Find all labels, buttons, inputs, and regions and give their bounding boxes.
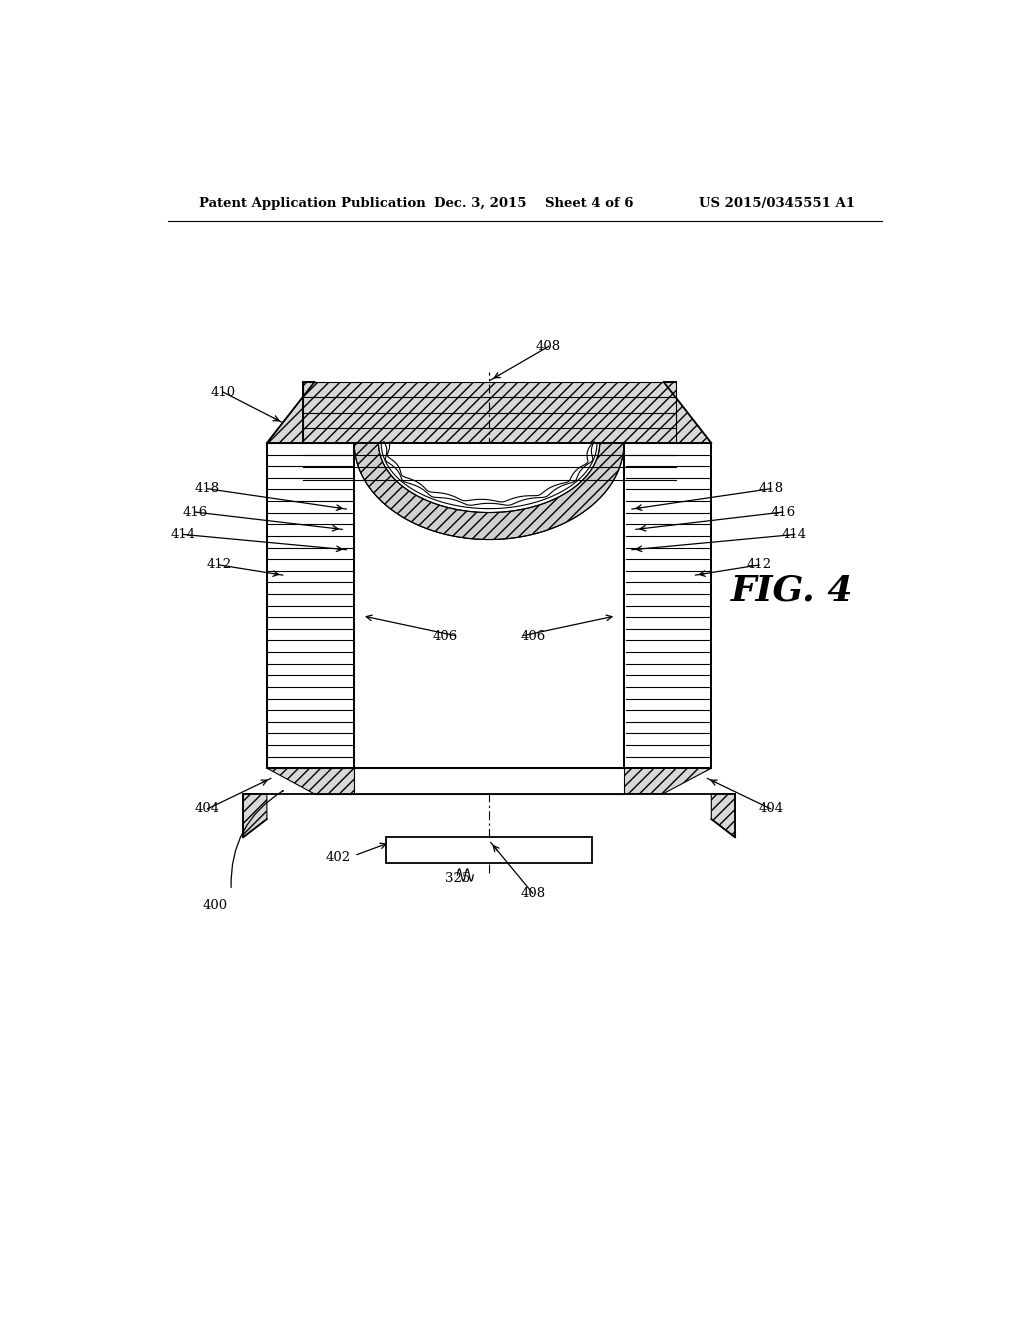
Bar	[267, 444, 354, 768]
Text: 325: 325	[444, 871, 470, 884]
Text: 412: 412	[207, 558, 231, 572]
Text: 404: 404	[758, 803, 783, 816]
Polygon shape	[243, 793, 267, 837]
Polygon shape	[267, 768, 354, 793]
Polygon shape	[267, 381, 314, 444]
Text: 418: 418	[758, 482, 783, 495]
Text: US 2015/0345551 A1: US 2015/0345551 A1	[699, 197, 855, 210]
Text: 404: 404	[195, 803, 220, 816]
Text: Sheet 4 of 6: Sheet 4 of 6	[545, 197, 633, 210]
Text: 416: 416	[183, 506, 208, 519]
Text: 412: 412	[746, 558, 771, 572]
Bar	[624, 444, 712, 768]
Polygon shape	[354, 444, 624, 540]
Text: 406: 406	[520, 630, 546, 643]
Polygon shape	[712, 793, 735, 837]
Polygon shape	[664, 381, 712, 444]
Text: 408: 408	[520, 887, 546, 900]
Text: 406: 406	[433, 630, 458, 643]
Text: 400: 400	[203, 899, 228, 912]
Text: FIG. 4: FIG. 4	[731, 573, 854, 607]
Bar	[354, 444, 624, 768]
Text: 408: 408	[536, 341, 561, 352]
Bar	[386, 837, 592, 863]
FancyArrowPatch shape	[231, 791, 284, 887]
Text: Patent Application Publication: Patent Application Publication	[200, 197, 426, 210]
Text: 402: 402	[326, 851, 351, 865]
Text: 414: 414	[782, 528, 807, 541]
Polygon shape	[303, 381, 676, 444]
Text: 418: 418	[195, 482, 220, 495]
Text: 410: 410	[211, 385, 236, 399]
Text: 414: 414	[171, 528, 197, 541]
Text: Dec. 3, 2015: Dec. 3, 2015	[433, 197, 526, 210]
Bar	[354, 768, 624, 793]
Polygon shape	[624, 768, 712, 793]
Text: 416: 416	[770, 506, 796, 519]
